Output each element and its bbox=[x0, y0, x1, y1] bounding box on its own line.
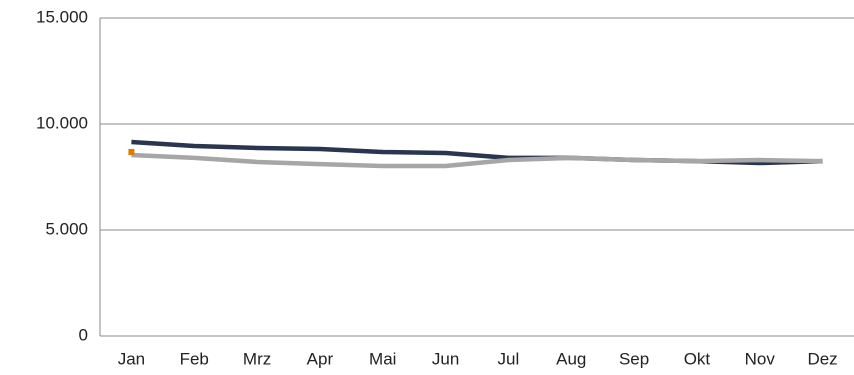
x-tick-label: Jul bbox=[498, 349, 520, 368]
y-tick-label: 10.000 bbox=[36, 113, 88, 132]
x-tick-label: Mai bbox=[369, 349, 396, 368]
x-tick-label: Okt bbox=[684, 349, 711, 368]
x-tick-label: Apr bbox=[307, 349, 334, 368]
x-tick-label: Aug bbox=[556, 349, 586, 368]
x-tick-label: Sep bbox=[619, 349, 649, 368]
x-tick-label: Nov bbox=[745, 349, 776, 368]
point-marker bbox=[128, 148, 135, 155]
y-tick-label: 5.000 bbox=[45, 219, 88, 238]
x-tick-label: Jun bbox=[432, 349, 459, 368]
x-tick-label: Mrz bbox=[243, 349, 271, 368]
series-line bbox=[131, 152, 823, 169]
x-tick-label: Dez bbox=[807, 349, 837, 368]
y-tick-label: 15.000 bbox=[36, 7, 88, 26]
y-tick-label: 0 bbox=[79, 325, 88, 344]
x-tick-label: Feb bbox=[180, 349, 209, 368]
x-tick-label: Jan bbox=[118, 349, 145, 368]
